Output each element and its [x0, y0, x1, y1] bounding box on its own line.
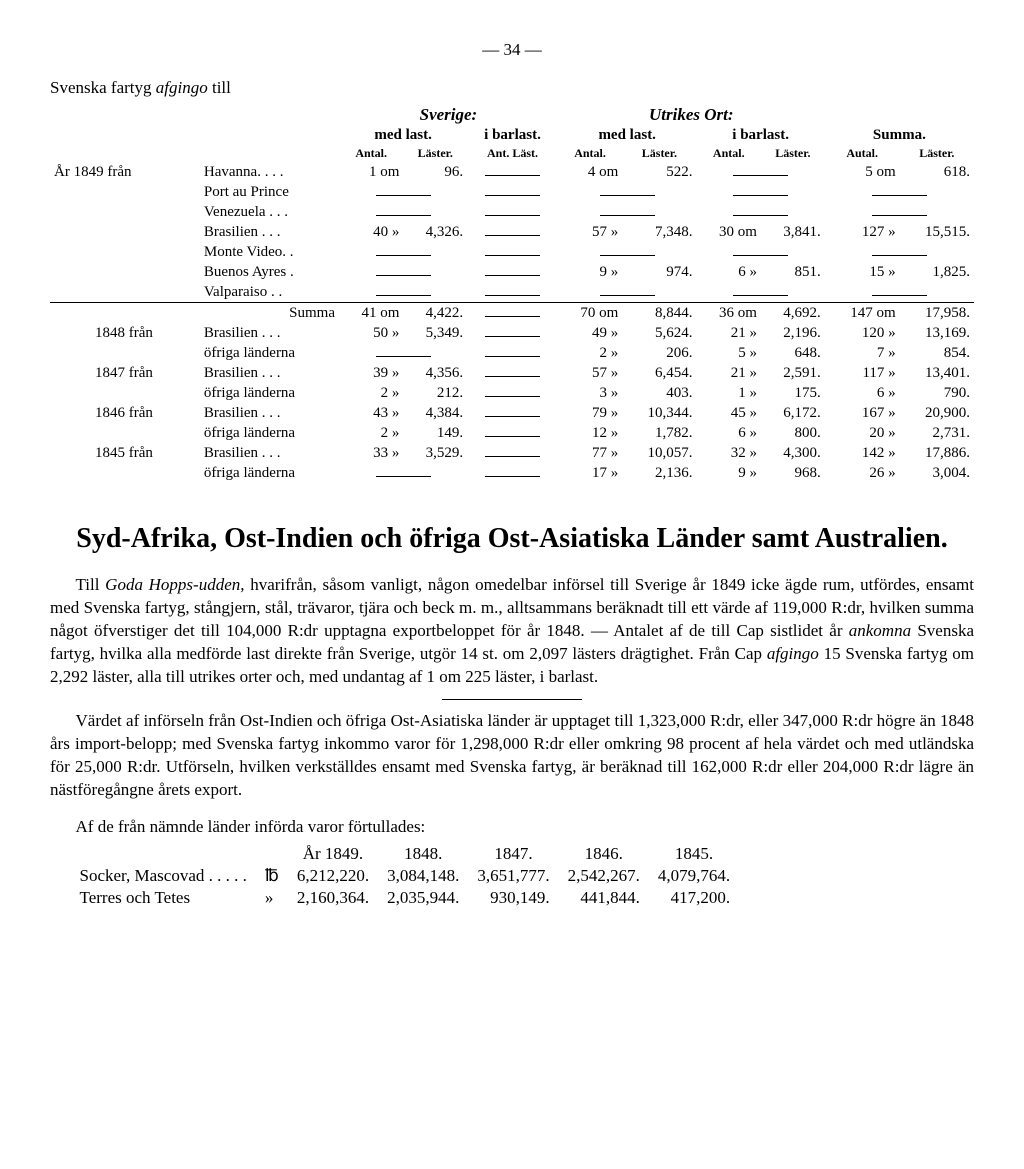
- table-row: öfriga länderna2 »206.5 »648.7 »854.: [50, 343, 974, 363]
- tiny-antal-2: Antal.: [558, 145, 622, 162]
- para-span: ankomna: [849, 621, 911, 640]
- group-utrikes: Utrikes Ort:: [558, 104, 825, 126]
- fortull-year: År 1849.: [293, 843, 383, 865]
- fortull-year: 1847.: [473, 843, 563, 865]
- tiny-laster-3: Läster.: [761, 145, 825, 162]
- summa-row: Summa41 om4,422.70 om8,844.36 om4,692.14…: [50, 303, 974, 324]
- fortull-year: 1845.: [654, 843, 744, 865]
- fortull-intro-b: förtullades:: [348, 817, 425, 836]
- table-row: Buenos Ayres .9 »974.6 »851.15 »1,825.: [50, 262, 974, 282]
- sub-summa: Summa.: [825, 126, 974, 145]
- fortull-table: År 1849.1848.1847.1846.1845. Socker, Mas…: [76, 843, 745, 909]
- tiny-autal: Autal.: [825, 145, 900, 162]
- sub-ibarlast-1: i barlast.: [467, 126, 558, 145]
- section-title: Syd-Afrika, Ost-Indien och öfriga Ost-As…: [50, 521, 974, 556]
- para-span: afgingo: [767, 644, 819, 663]
- tiny-antal-1: Antal.: [339, 145, 403, 162]
- tiny-antal-3: Antal.: [697, 145, 761, 162]
- para-span: Till: [76, 575, 106, 594]
- table-row: 1846 frånBrasilien . . .43 »4,384.79 »10…: [50, 403, 974, 423]
- table-row: Venezuela . . .: [50, 202, 974, 222]
- divider: [442, 699, 582, 700]
- tiny-laster-1: Läster.: [403, 145, 467, 162]
- table-row: Valparaiso . .: [50, 282, 974, 303]
- group-sverige: Sverige:: [339, 104, 558, 126]
- table-row: Port au Prince: [50, 182, 974, 202]
- fortull-row: Terres och Tetes»2,160,364.2,035,944.930…: [76, 887, 745, 909]
- table-row: 1848 frånBrasilien . . .50 »5,349.49 »5,…: [50, 323, 974, 343]
- fortull-row: Socker, Mascovad . . . . .℔6,212,220.3,0…: [76, 865, 745, 887]
- tiny-laster-4: Läster.: [900, 145, 974, 162]
- fortull-intro-a: Af de från nämnde länder införda varor: [76, 817, 348, 836]
- intro-line: Svenska fartyg afgingo till: [50, 78, 974, 98]
- table-row: Brasilien . . .40 »4,326.57 »7,348.30 om…: [50, 222, 974, 242]
- table-row: öfriga länderna2 »149.12 »1,782.6 »800.2…: [50, 423, 974, 443]
- ship-table: Sverige: Utrikes Ort: med last. i barlas…: [50, 104, 974, 483]
- table-row: 1847 frånBrasilien . . .39 »4,356.57 »6,…: [50, 363, 974, 383]
- table-row: 1845 frånBrasilien . . .33 »3,529.77 »10…: [50, 443, 974, 463]
- sub-medlast-2: med last.: [558, 126, 697, 145]
- table-row: öfriga länderna17 »2,136.9 »968.26 »3,00…: [50, 463, 974, 483]
- table-row: Monte Video. .: [50, 242, 974, 262]
- paragraph-1: Till Goda Hopps-udden, hvarifrån, såsom …: [50, 574, 974, 689]
- tiny-laster-2: Läster.: [622, 145, 696, 162]
- intro-a: Svenska fartyg: [50, 78, 156, 97]
- fortull-year: 1848.: [383, 843, 473, 865]
- intro-c: till: [208, 78, 231, 97]
- page-number: — 34 —: [50, 40, 974, 60]
- para-span: Goda Hopps-udden,: [105, 575, 244, 594]
- table-row: öfriga länderna2 »212.3 »403.1 »175.6 »7…: [50, 383, 974, 403]
- sub-ibarlast-2: i barlast.: [697, 126, 825, 145]
- tiny-antlast: Ant. Läst.: [467, 145, 558, 162]
- intro-b: afgingo: [156, 78, 208, 97]
- fortull-intro: Af de från nämnde länder införda varor f…: [50, 817, 974, 837]
- fortull-year: 1846.: [564, 843, 654, 865]
- table-row: År 1849 frånHavanna. . . .1 om96.4 om522…: [50, 162, 974, 182]
- paragraph-2: Värdet af införseln från Ost-Indien och …: [50, 710, 974, 802]
- sub-medlast-1: med last.: [339, 126, 467, 145]
